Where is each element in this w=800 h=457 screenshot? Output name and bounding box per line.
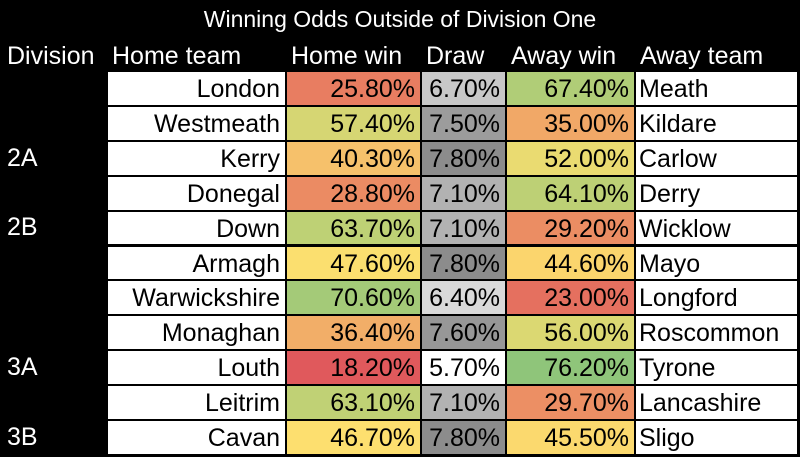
- draw-cell: 7.10%: [422, 211, 505, 245]
- away-win-cell: 29.70%: [507, 386, 634, 419]
- header-cell: Division: [3, 39, 106, 72]
- table-title: Winning Odds Outside of Division One: [203, 6, 597, 32]
- home-win-cell: 70.60%: [287, 281, 420, 315]
- header-cell: Home win: [287, 39, 420, 72]
- away-win-cell: 67.40%: [507, 72, 634, 105]
- header-cell: Home team: [108, 39, 285, 72]
- home-team-cell: Armagh: [108, 246, 285, 280]
- away-team-cell: Sligo: [636, 421, 797, 454]
- division-cell: 3A: [3, 246, 106, 385]
- draw-cell: 5.70%: [422, 351, 505, 385]
- home-win-cell: 36.40%: [287, 316, 420, 350]
- home-win-cell: 18.20%: [287, 351, 420, 385]
- home-win-cell: 40.30%: [287, 141, 420, 175]
- away-team-cell: Meath: [636, 72, 797, 105]
- away-win-cell: 23.00%: [507, 281, 634, 315]
- home-team-cell: Donegal: [108, 176, 285, 210]
- division-cell: 2A: [3, 72, 106, 175]
- away-team-cell: Longford: [636, 281, 797, 315]
- draw-cell: 6.70%: [422, 72, 505, 105]
- home-win-cell: 25.80%: [287, 72, 420, 105]
- draw-cell: 7.50%: [422, 106, 505, 140]
- away-team-cell: Wicklow: [636, 211, 797, 245]
- home-team-cell: London: [108, 72, 285, 105]
- away-win-cell: 64.10%: [507, 176, 634, 210]
- draw-cell: 7.60%: [422, 316, 505, 350]
- home-win-cell: 57.40%: [287, 106, 420, 140]
- draw-cell: 7.10%: [422, 386, 505, 419]
- away-team-cell: Kildare: [636, 106, 797, 140]
- away-win-cell: 56.00%: [507, 316, 634, 350]
- home-win-cell: 63.70%: [287, 211, 420, 245]
- away-win-cell: 45.50%: [507, 421, 634, 454]
- home-team-cell: Cavan: [108, 421, 285, 454]
- away-team-cell: Mayo: [636, 246, 797, 280]
- away-team-cell: Lancashire: [636, 386, 797, 419]
- draw-cell: 7.80%: [422, 246, 505, 280]
- division-label: 2A: [7, 143, 38, 172]
- home-team-cell: Westmeath: [108, 106, 285, 140]
- home-win-cell: 46.70%: [287, 421, 420, 454]
- away-win-cell: 29.20%: [507, 211, 634, 245]
- division-cell: 3B: [3, 386, 106, 454]
- home-team-cell: Monaghan: [108, 316, 285, 350]
- division-cell: 2B: [3, 176, 106, 245]
- away-win-cell: 44.60%: [507, 246, 634, 280]
- header-cell: Away win: [507, 39, 634, 72]
- division-label: 3A: [7, 353, 38, 382]
- home-win-cell: 63.10%: [287, 386, 420, 419]
- away-team-cell: Roscommon: [636, 316, 797, 350]
- home-team-cell: Kerry: [108, 141, 285, 175]
- away-team-cell: Derry: [636, 176, 797, 210]
- home-team-cell: Warwickshire: [108, 281, 285, 315]
- header-cell: Draw: [422, 39, 505, 72]
- home-team-cell: Down: [108, 211, 285, 245]
- division-label: 2B: [7, 213, 38, 242]
- draw-cell: 6.40%: [422, 281, 505, 315]
- header-cell: Away team: [636, 39, 797, 72]
- away-win-cell: 52.00%: [507, 141, 634, 175]
- home-team-cell: Leitrim: [108, 386, 285, 419]
- division-label: 3B: [7, 422, 38, 451]
- away-team-cell: Carlow: [636, 141, 797, 175]
- home-win-cell: 28.80%: [287, 176, 420, 210]
- home-team-cell: Louth: [108, 351, 285, 385]
- draw-cell: 7.80%: [422, 421, 505, 454]
- away-team-cell: Tyrone: [636, 351, 797, 385]
- away-win-cell: 35.00%: [507, 106, 634, 140]
- away-win-cell: 76.20%: [507, 351, 634, 385]
- draw-cell: 7.10%: [422, 176, 505, 210]
- home-win-cell: 47.60%: [287, 246, 420, 280]
- draw-cell: 7.80%: [422, 141, 505, 175]
